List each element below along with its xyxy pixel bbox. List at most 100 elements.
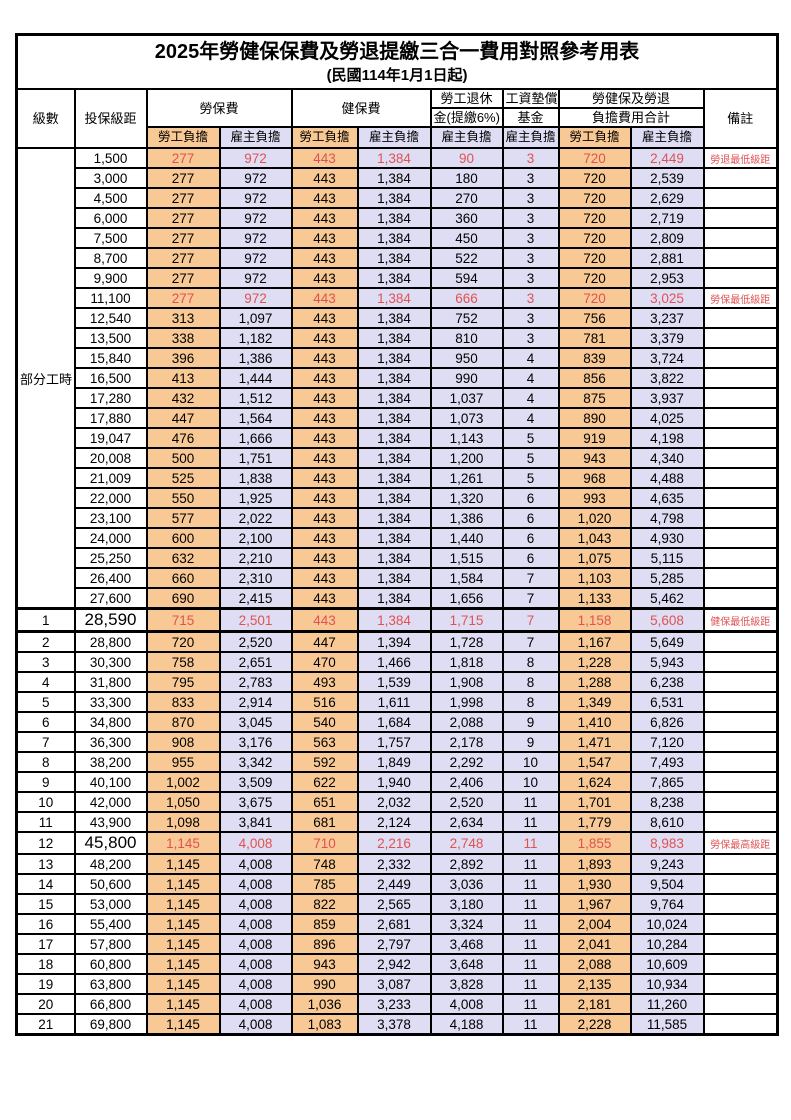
cell-total-employer: 3,025: [629, 287, 705, 309]
cell-remark: [702, 731, 779, 753]
table-row: 17,880 447 1,564 443 1,384 1,073 4 890 4,025: [17, 407, 779, 429]
cell-remark: [702, 447, 779, 469]
cell-level: 3: [15, 651, 76, 673]
cell-total-employee: 1,855: [557, 831, 632, 855]
table-row: 5 33,300 833 2,914 516 1,611 1,998 8 1,349 6,531: [15, 691, 779, 713]
cell-labor-employer: 3,045: [218, 711, 293, 733]
cell-labor-employer: 1,097: [218, 307, 293, 329]
cell-labor-employee: 277: [145, 167, 221, 189]
cell-pension-employer: 2,892: [429, 853, 504, 875]
cell-total-employer: 4,198: [629, 427, 705, 449]
cell-bracket: 33,300: [73, 691, 148, 713]
cell-labor-employee: 550: [145, 487, 221, 509]
cell-total-employer: 4,635: [629, 487, 705, 509]
cell-total-employee: 1,349: [557, 691, 632, 713]
table-row: 25,250 632 2,210 443 1,384 1,515 6 1,075 5,115: [17, 547, 779, 569]
cell-pension-employer: 90: [429, 147, 504, 169]
cell-wage-fund-employer: 9: [501, 711, 560, 733]
cell-wage-fund-employer: 8: [501, 691, 560, 713]
cell-total-employer: 11,260: [629, 993, 705, 1015]
cell-pension-employer: 3,180: [429, 893, 504, 915]
cell-health-employee: 859: [290, 913, 359, 935]
cell-labor-employee: 1,098: [145, 811, 221, 833]
cell-level: 7: [15, 731, 76, 753]
cell-health-employer: 2,124: [356, 811, 432, 833]
cell-pension-employer: 1,515: [429, 547, 504, 569]
cell-health-employee: 516: [290, 691, 359, 713]
cell-total-employer: 7,865: [629, 771, 705, 793]
cell-total-employee: 1,075: [557, 547, 632, 569]
cell-remark: [702, 227, 779, 249]
cell-bracket: 16,500: [73, 367, 148, 389]
cell-total-employer: 5,462: [629, 587, 705, 610]
cell-bracket: 17,880: [73, 407, 148, 429]
cell-pension-employer: 180: [429, 167, 504, 189]
table-row: 9 40,100 1,002 3,509 622 1,940 2,406 10 1,624 7,8…: [15, 771, 779, 793]
cell-total-employer: 4,340: [629, 447, 705, 469]
cell-remark: [702, 933, 779, 955]
table-row: 2 28,800 720 2,520 447 1,394 1,728 7 1,167 5,649: [15, 630, 779, 653]
cell-pension-employer: 1,728: [429, 630, 504, 653]
cell-total-employee: 2,004: [557, 913, 632, 935]
cell-remark: [702, 873, 779, 895]
cell-bracket: 26,400: [73, 567, 148, 589]
table-row: 7,500 277 972 443 1,384 450 3 720 2,809: [17, 227, 779, 249]
cell-pension-employer: 990: [429, 367, 504, 389]
table-row: 16 55,400 1,145 4,008 859 2,681 3,324 11 2,004 10…: [15, 913, 779, 935]
cell-remark: [702, 167, 779, 189]
cell-health-employer: 3,378: [356, 1013, 432, 1036]
cell-labor-employee: 1,145: [145, 933, 221, 955]
cell-level: 14: [15, 873, 76, 895]
page-subtitle: (民國114年1月1日起): [326, 67, 468, 84]
cell-health-employer: 1,384: [356, 567, 432, 589]
cell-health-employer: 2,681: [356, 913, 432, 935]
cell-health-employee: 592: [290, 751, 359, 773]
cell-labor-employer: 4,008: [218, 913, 293, 935]
cell-labor-employee: 277: [145, 267, 221, 289]
cell-bracket: 38,200: [73, 751, 148, 773]
table-row: 12,540 313 1,097 443 1,384 752 3 756 3,237: [17, 307, 779, 329]
cell-wage-fund-employer: 6: [501, 507, 560, 529]
cell-wage-fund-employer: 3: [501, 247, 560, 269]
cell-wage-fund-employer: 5: [501, 427, 560, 449]
cell-bracket: 17,280: [73, 387, 148, 409]
cell-remark: [702, 507, 779, 529]
cell-health-employer: 1,384: [356, 467, 432, 489]
cell-pension-employer: 1,143: [429, 427, 504, 449]
cell-pension-employer: 360: [429, 207, 504, 229]
cell-bracket: 9,900: [73, 267, 148, 289]
col-header-wage-fund-line2: 基金: [501, 107, 560, 128]
cell-health-employer: 1,384: [356, 187, 432, 209]
cell-remark: 健保最低級距: [702, 607, 779, 633]
cell-labor-employer: 3,509: [218, 771, 293, 793]
cell-bracket: 11,100: [73, 287, 148, 309]
header-row-3: 勞工負擔 雇主負擔 勞工負擔 雇主負擔 雇主負擔 雇主負擔 勞工負擔 雇主負擔: [17, 126, 778, 149]
cell-remark: [702, 913, 779, 935]
cell-total-employee: 1,043: [557, 527, 632, 549]
cell-labor-employee: 338: [145, 327, 221, 349]
cell-level: 9: [15, 771, 76, 793]
cell-total-employer: 4,025: [629, 407, 705, 429]
table-row: 14 50,600 1,145 4,008 785 2,449 3,036 11 1,930 9,…: [15, 873, 779, 895]
cell-bracket: 53,000: [73, 893, 148, 915]
cell-bracket: 63,800: [73, 973, 148, 995]
table-row: 6 34,800 870 3,045 540 1,684 2,088 9 1,410 6,826: [15, 711, 779, 733]
subheader-pension-employer: 雇主負擔: [429, 126, 504, 149]
cell-total-employee: 720: [557, 207, 632, 229]
cell-total-employer: 4,488: [629, 467, 705, 489]
cell-health-employer: 2,449: [356, 873, 432, 895]
cell-remark: [702, 307, 779, 329]
cell-labor-employee: 690: [145, 587, 221, 610]
cell-remark: [702, 953, 779, 975]
table-row: 8,700 277 972 443 1,384 522 3 720 2,881: [17, 247, 779, 269]
cell-wage-fund-employer: 11: [501, 831, 560, 855]
cell-health-employer: 1,757: [356, 731, 432, 753]
cell-health-employer: 1,384: [356, 487, 432, 509]
cell-health-employee: 443: [290, 527, 359, 549]
cell-health-employee: 443: [290, 347, 359, 369]
cell-labor-employee: 1,145: [145, 993, 221, 1015]
cell-total-employee: 1,701: [557, 791, 632, 813]
cell-total-employee: 1,228: [557, 651, 632, 673]
cell-wage-fund-employer: 9: [501, 731, 560, 753]
table-row: 19,047 476 1,666 443 1,384 1,143 5 919 4,198: [17, 427, 779, 449]
